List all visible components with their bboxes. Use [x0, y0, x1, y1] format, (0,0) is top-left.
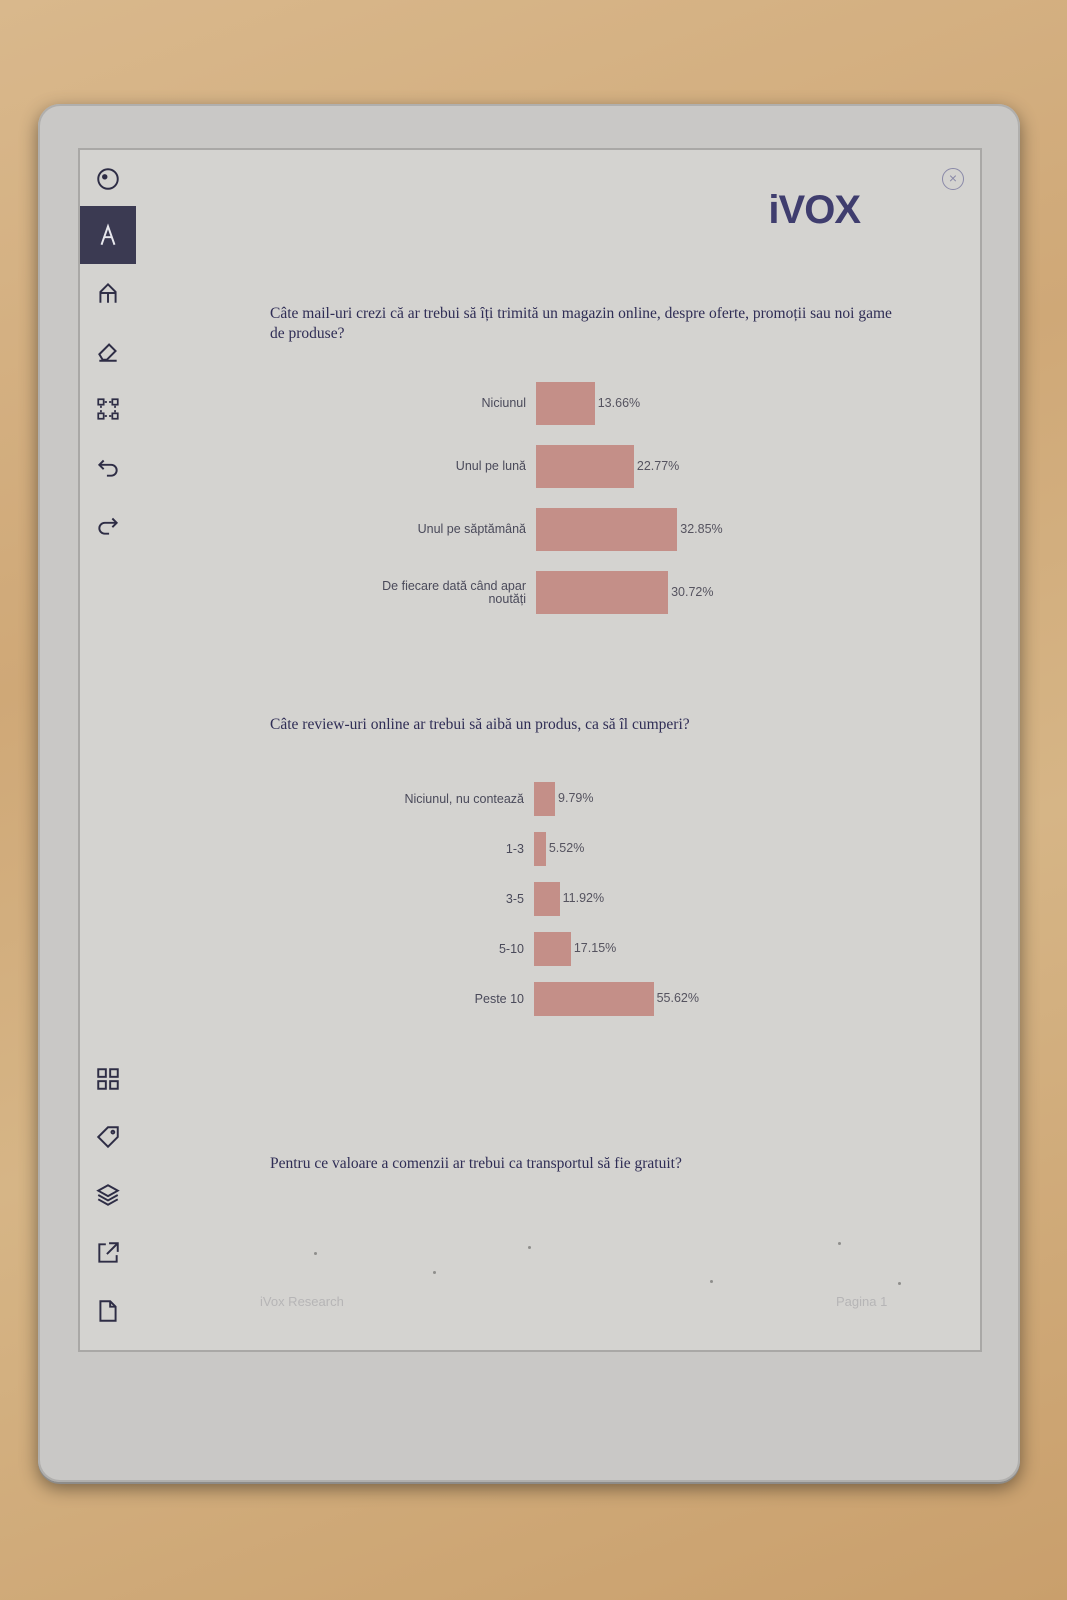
- bar-category-label: Niciunul, nu contează: [404, 791, 524, 806]
- menu-toggle-icon: [97, 168, 119, 190]
- selection-tool-button[interactable]: [80, 380, 136, 438]
- ivox-logo: iVOX: [768, 188, 861, 232]
- layers-button[interactable]: [80, 1166, 136, 1224]
- question-1: Câte mail-uri crezi că ar trebui să îți …: [270, 305, 892, 342]
- bar-category-label: De fiecare dată când apar noutăți: [382, 578, 526, 606]
- tablet-device: iVOX × Câte mail-uri crezi că ar trebui …: [38, 104, 1020, 1482]
- bar: [534, 882, 560, 916]
- bar: [536, 445, 634, 488]
- redo-icon: [98, 517, 119, 535]
- tag-icon: [96, 1126, 119, 1149]
- eraser-tool-icon: [98, 343, 117, 362]
- bar-value-label: 22.77%: [636, 458, 680, 473]
- footer-brand: iVox Research: [260, 1294, 344, 1309]
- marker-tool-icon: [99, 282, 117, 303]
- screen-speck: [898, 1282, 901, 1285]
- document-button[interactable]: [80, 1282, 136, 1340]
- menu-toggle-button[interactable]: [80, 150, 136, 208]
- layers-icon: [96, 1184, 120, 1206]
- bar-value-label: 30.72%: [671, 584, 714, 599]
- bar-row: Unul pe săptămână 32.85%: [136, 508, 980, 551]
- pen-tool-button[interactable]: [80, 206, 136, 264]
- bar-category-label: Unul pe săptămână: [417, 522, 526, 536]
- share-icon: [98, 1242, 119, 1263]
- screen-speck: [433, 1271, 436, 1274]
- footer-page-number: Pagina 1: [836, 1294, 888, 1309]
- bar-value-label: 32.85%: [680, 521, 723, 536]
- bar-row: 1-3 5.52%: [136, 832, 980, 866]
- bar-row: Peste 10 55.62%: [136, 982, 980, 1016]
- bar: [536, 382, 595, 425]
- redo-button[interactable]: [80, 496, 136, 554]
- undo-icon: [97, 459, 118, 477]
- screen: iVOX × Câte mail-uri crezi că ar trebui …: [78, 148, 982, 1352]
- screen-speck: [838, 1242, 841, 1245]
- bar-category-label: Niciunul: [481, 396, 526, 410]
- bar-row: 5-10 17.15%: [136, 932, 980, 966]
- page-overview-button[interactable]: [80, 1050, 136, 1108]
- bar-row: De fiecare dată când apar noutăți 30.72%: [136, 571, 980, 614]
- bar-row: Niciunul, nu contează 9.79%: [136, 782, 980, 816]
- bar-category-label: Peste 10: [474, 991, 524, 1006]
- bar-row: Niciunul 13.66%: [136, 382, 980, 425]
- bar: [534, 982, 654, 1016]
- question-3: Pentru ce valoare a comenzii ar trebui c…: [270, 1155, 682, 1172]
- screen-speck: [710, 1280, 713, 1283]
- pen-tool-icon: [100, 223, 116, 246]
- bar-value-label: 9.79%: [558, 791, 594, 805]
- bar-value-label: 11.92%: [562, 891, 605, 905]
- bar: [536, 571, 669, 614]
- bar-category-label: 3-5: [505, 891, 524, 906]
- bar: [534, 832, 546, 866]
- left-toolbar: [80, 150, 136, 1350]
- bar-row: 3-5 11.92%: [136, 882, 980, 916]
- bar-value-label: 13.66%: [597, 395, 641, 410]
- bar: [534, 782, 556, 816]
- bar: [536, 508, 678, 551]
- question-2: Câte review-uri online ar trebui să aibă…: [270, 716, 690, 733]
- bar-value-label: 55.62%: [656, 991, 699, 1005]
- document-icon: [99, 1300, 117, 1322]
- undo-button[interactable]: [80, 438, 136, 496]
- page-overview-icon: [97, 1068, 119, 1090]
- bar-value-label: 5.52%: [548, 841, 585, 855]
- document-page: iVOX × Câte mail-uri crezi că ar trebui …: [136, 150, 980, 1350]
- bar-category-label: Unul pe lună: [455, 459, 526, 473]
- marker-tool-button[interactable]: [80, 264, 136, 322]
- selection-tool-icon: [97, 398, 119, 420]
- screen-speck: [528, 1246, 531, 1249]
- close-icon[interactable]: ×: [942, 168, 964, 190]
- bar-category-label: 5-10: [498, 941, 524, 956]
- bar-value-label: 17.15%: [573, 941, 617, 955]
- bar-category-label: 1-3: [505, 841, 524, 856]
- share-button[interactable]: [80, 1224, 136, 1282]
- eraser-tool-button[interactable]: [80, 322, 136, 380]
- screen-speck: [314, 1252, 317, 1255]
- tag-button[interactable]: [80, 1108, 136, 1166]
- bar: [534, 932, 571, 966]
- bar-row: Unul pe lună 22.77%: [136, 445, 980, 488]
